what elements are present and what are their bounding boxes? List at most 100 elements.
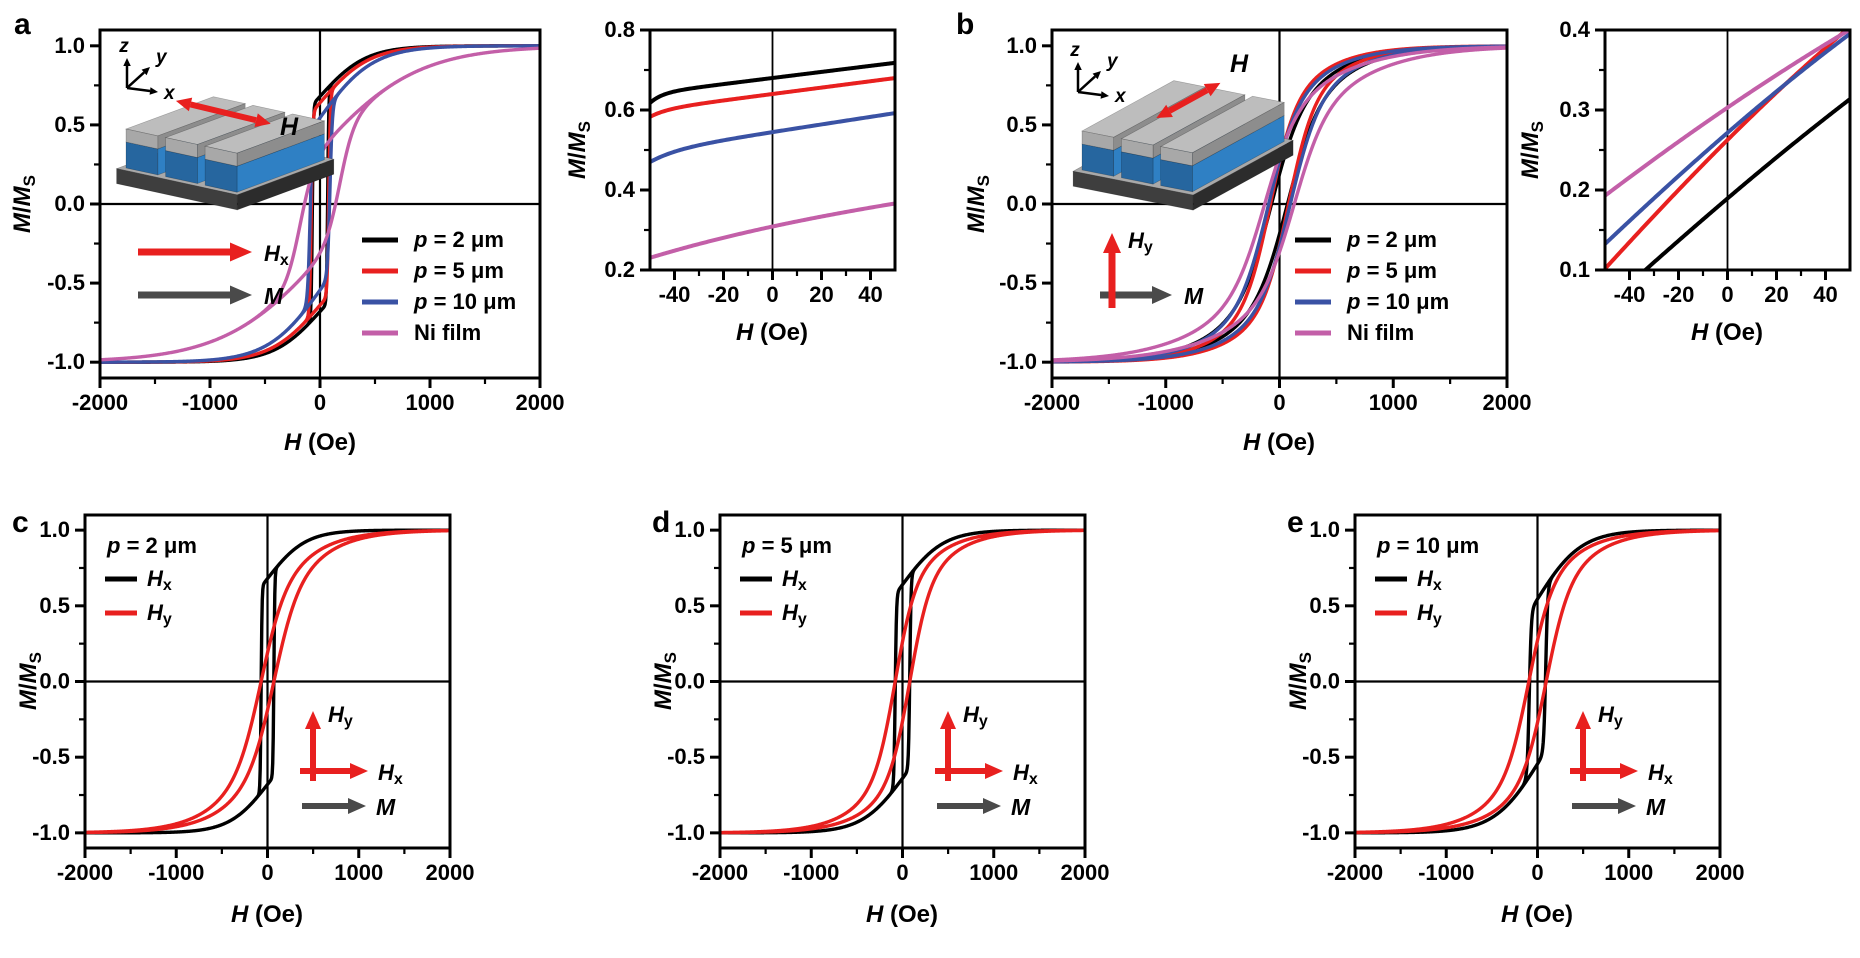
x-tick-label: 40 [858, 282, 882, 307]
y-tick-label: 0.5 [1309, 593, 1340, 618]
x-tick-label: 0 [896, 860, 908, 885]
curves [650, 60, 895, 260]
field-direction-arrow [175, 97, 271, 127]
curve-b_zoom-ni [1605, 30, 1850, 198]
panel-a: -2000 -1000 0 1000 2000 -1.0 -0.5 0.0 0.5 1.0 Hz yx… [9, 8, 564, 456]
hx-field-label: Hx [264, 241, 289, 269]
y-tick-label: 0.3 [1559, 97, 1590, 122]
y-tick-label: -0.5 [32, 744, 70, 769]
curves [1355, 528, 1720, 835]
x-tick-label: -2000 [692, 860, 748, 885]
legend-label-hy: Hy [147, 600, 172, 628]
hy-axis-arrow [305, 711, 321, 781]
hy-axis-arrow [940, 711, 956, 781]
curves [85, 528, 450, 835]
y-tick-label: 0.0 [674, 669, 705, 694]
x-axis-arrow [126, 86, 158, 95]
x-tick-label: -2000 [57, 860, 113, 885]
y-tick-label: -0.5 [47, 270, 85, 295]
curve-b-ni [1052, 45, 1507, 363]
hx-axis-label: Hx [1013, 760, 1038, 788]
y-axis-label: y [155, 47, 168, 68]
hy-field-label: Hy [1128, 228, 1153, 256]
x-axis-title: H (Oe) [736, 319, 808, 346]
panel-d: -2000 -1000 0 1000 2000 -1.0 -0.5 0.0 0.5 1.0 p = … [650, 506, 1109, 928]
panel-letter-a: a [14, 8, 31, 41]
z-axis-arrow [123, 58, 131, 88]
panel-a_zoom: -40 -20 0 20 40 0.2 0.4 0.6 0.8 H (Oe) M/MS [564, 17, 897, 346]
y-tick-label: 0.6 [604, 97, 635, 122]
device-face [204, 145, 238, 167]
y-tick-label: -1.0 [32, 820, 70, 845]
axis-ticks: -2000 -1000 0 1000 2000 -1.0 -0.5 0.0 0.5 1.0 [32, 517, 474, 885]
x-tick-label: 1000 [969, 860, 1018, 885]
y-axis-title: M/MS [9, 175, 39, 233]
curve-a_zoom-p5 [650, 76, 895, 119]
x-tick-label: -2000 [1024, 390, 1080, 415]
plot-frame [98, 28, 542, 380]
hx-axis-label: Hx [378, 760, 403, 788]
x-axis-label: x [1114, 86, 1127, 107]
y-tick-label: 0.2 [1559, 177, 1590, 202]
field-direction-arrow [1156, 82, 1221, 118]
curve-c-hy [85, 528, 450, 835]
panel-e: -2000 -1000 0 1000 2000 -1.0 -0.5 0.0 0.5 1.0 p = … [1285, 506, 1744, 928]
x-tick-label: 0 [1531, 860, 1543, 885]
y-axis-title: M/MS [1285, 652, 1315, 710]
legend-label-p2: p = 2 μm [1346, 227, 1437, 252]
panel-letter-d: d [652, 506, 670, 539]
device-schematic-field-along-x: Hz yx [115, 36, 335, 211]
hy-axis-label: Hy [1598, 702, 1623, 730]
y-tick-label: 0.8 [604, 17, 635, 42]
y-tick-label: 0.5 [1006, 112, 1037, 137]
y-tick-label: -1.0 [667, 820, 705, 845]
legend-title: p = 5 μm [741, 533, 832, 558]
curve-d-hx [720, 528, 1085, 835]
x-axis-title: H (Oe) [231, 901, 303, 928]
x-tick-label: -20 [1663, 282, 1695, 307]
legend-label-p5: p = 5 μm [413, 258, 504, 283]
x-axis-label: x [163, 83, 176, 104]
curve-a-p10 [100, 44, 540, 364]
legend-label-p10: p = 10 μm [1346, 289, 1449, 314]
legend: p = 2 μm p = 5 μm p = 10 μm Ni film [362, 227, 516, 345]
curve-b-p5 [1052, 44, 1507, 364]
hx-axis-arrow [1570, 763, 1638, 779]
legend-title: p = 10 μm [1376, 533, 1479, 558]
curve-b_zoom-p5 [1605, 30, 1850, 270]
panel-letter-e: e [1287, 506, 1304, 539]
x-tick-label: -1000 [148, 860, 204, 885]
z-axis-label: z [1069, 40, 1080, 61]
x-tick-label: 2000 [516, 390, 565, 415]
y-tick-label: 1.0 [39, 517, 70, 542]
legend: p = 10 μm Hx Hy [1375, 533, 1479, 628]
legend-label-hx: Hx [782, 566, 807, 594]
legend: p = 5 μm Hx Hy [740, 533, 832, 628]
axis-ticks: -2000 -1000 0 1000 2000 -1.0 -0.5 0.0 0.5 1.0 [1302, 517, 1744, 885]
panel-c: -2000 -1000 0 1000 2000 -1.0 -0.5 0.0 0.5 1.0 p = … [12, 506, 474, 928]
x-tick-label: -1000 [1138, 390, 1194, 415]
device-face [116, 168, 238, 211]
field-label: H [1230, 50, 1249, 78]
device-face [165, 137, 198, 158]
device-face [1121, 138, 1154, 159]
magnetization-arrow [302, 798, 366, 814]
curve-e-hx [1355, 528, 1720, 835]
legend-label-p10: p = 10 μm [413, 289, 516, 314]
y-axis-title: M/MS [650, 652, 680, 710]
legend: p = 2 μm Hx Hy [105, 533, 197, 628]
y-axis-arrow [1077, 71, 1101, 93]
y-tick-label: -1.0 [999, 349, 1037, 374]
y-axis-label: y [1106, 51, 1119, 72]
device-schematic-field-along-y: Hz yx [1069, 40, 1294, 211]
magnetization-label: M [1184, 283, 1204, 309]
y-tick-label: -0.5 [667, 744, 705, 769]
y-axis-title: M/MS [15, 652, 45, 710]
y-tick-label: 0.0 [1006, 191, 1037, 216]
x-axis-title: H (Oe) [1501, 901, 1573, 928]
x-tick-label: -20 [708, 282, 740, 307]
x-tick-label: 1000 [334, 860, 383, 885]
curves [720, 528, 1085, 835]
x-tick-label: -2000 [1327, 860, 1383, 885]
